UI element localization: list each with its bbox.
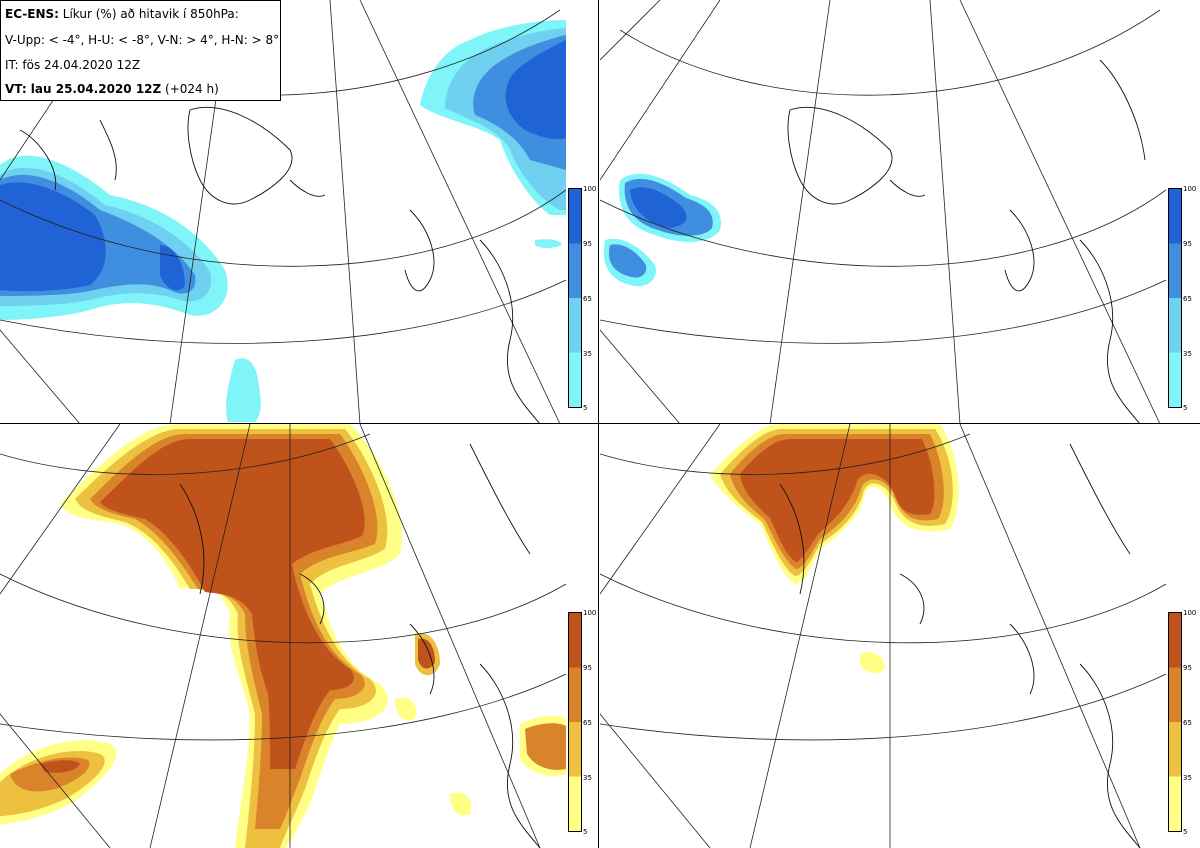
colorbar-tick: 35 [1183, 774, 1192, 782]
product-title: Líkur (%) að hitavik í 850hPa: [62, 7, 239, 21]
threshold-definitions: V-Upp: < -4°, H-U: < -8°, V-N: > 4°, H-N… [5, 33, 280, 47]
colorbar-warm-left: 100 95 65 35 5 [568, 609, 610, 836]
colorbar-tick: 100 [1183, 185, 1197, 193]
colorbar-tick: 5 [583, 404, 588, 412]
colorbar-tick: 95 [583, 240, 592, 248]
initial-time: IT: fös 24.04.2020 12Z [5, 58, 141, 72]
probability-field-cold-8 [603, 173, 721, 287]
colorbar-tick: 35 [583, 774, 592, 782]
colorbar-tick: 5 [1183, 404, 1188, 412]
panel-divider-vertical [598, 0, 599, 848]
colorbar-tick: 95 [583, 664, 592, 672]
lead-time: (+024 h) [165, 82, 219, 96]
coastlines [787, 59, 1146, 424]
graticule-lines [600, 424, 1166, 848]
graticule-lines [600, 0, 1166, 424]
info-legend-box: EC-ENS: Líkur (%) að hitavik í 850hPa: V… [0, 0, 281, 101]
colorbar-tick: 100 [583, 185, 597, 193]
colorbar-tick: 95 [1183, 240, 1192, 248]
graticule-lines [0, 424, 566, 848]
colorbar-tick: 65 [583, 719, 592, 727]
probability-field-warm-8 [710, 424, 959, 674]
panel-divider-horizontal [0, 423, 1200, 424]
map-panel-warm-8 [600, 424, 1166, 848]
colorbar-tick: 65 [1183, 295, 1192, 303]
colorbar-blue-left: 100 95 65 35 5 [568, 185, 610, 412]
probability-field-warm-4 [0, 424, 566, 848]
colorbar-warm-right: 100 95 65 35 5 [1168, 609, 1200, 836]
coastlines [779, 443, 1141, 848]
coastlines [179, 443, 541, 848]
valid-time: VT: lau 25.04.2020 12Z [5, 82, 162, 96]
map-panel-warm-4 [0, 424, 566, 848]
colorbar-blue-right: 100 95 65 35 5 [1168, 185, 1200, 412]
colorbar-tick: 100 [1183, 609, 1197, 617]
colorbar-tick: 100 [583, 609, 597, 617]
colorbar-tick: 65 [583, 295, 592, 303]
coastlines [19, 106, 541, 424]
colorbar-tick: 35 [1183, 350, 1192, 358]
model-name: EC-ENS: [5, 7, 59, 21]
valid-time-line: VT: lau 25.04.2020 12Z (+024 h) [5, 82, 219, 96]
colorbar-tick: 5 [583, 828, 588, 836]
colorbar-tick: 65 [1183, 719, 1192, 727]
colorbar-tick: 5 [1183, 828, 1188, 836]
map-panel-cold-8 [600, 0, 1166, 424]
probability-field-cold-4 [0, 20, 566, 422]
title-line: EC-ENS: Líkur (%) að hitavik í 850hPa: [5, 7, 239, 21]
colorbar-tick: 35 [583, 350, 592, 358]
colorbar-tick: 95 [1183, 664, 1192, 672]
